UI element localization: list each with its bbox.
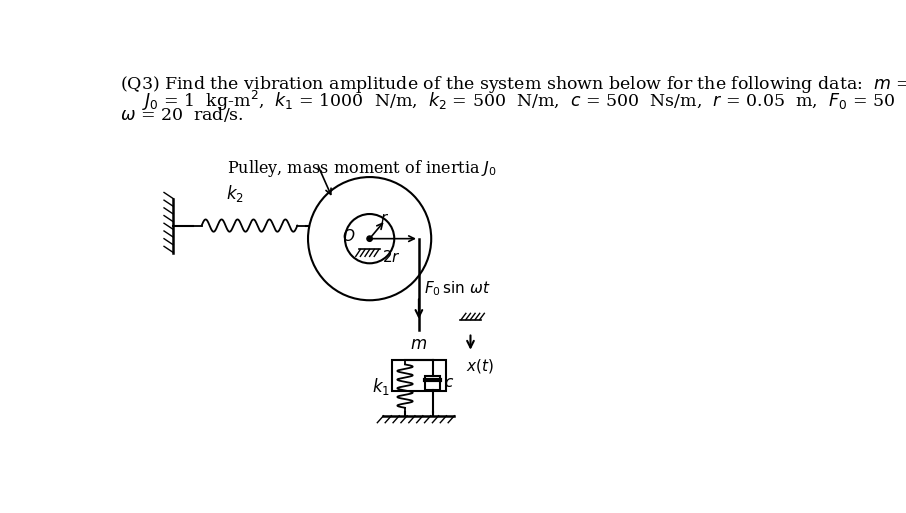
Text: $O$: $O$ xyxy=(342,228,356,244)
Bar xyxy=(425,377,440,390)
Text: $r$: $r$ xyxy=(381,212,390,226)
Bar xyxy=(392,360,446,391)
Text: $F_0\,\sin\,\omega t$: $F_0\,\sin\,\omega t$ xyxy=(423,280,490,298)
Text: $2r$: $2r$ xyxy=(382,249,401,265)
Text: $m$: $m$ xyxy=(410,337,428,353)
Text: $x(t)$: $x(t)$ xyxy=(466,357,494,375)
Text: $J_0$ = 1  kg-m$^2$,  $k_1$ = 1000  N/m,  $k_2$ = 500  N/m,  $c$ = 500  Ns/m,  $: $J_0$ = 1 kg-m$^2$, $k_1$ = 1000 N/m, $k… xyxy=(142,89,906,113)
Text: $k_2$: $k_2$ xyxy=(226,183,244,204)
Text: $\omega$ = 20  rad/s.: $\omega$ = 20 rad/s. xyxy=(120,105,244,124)
Circle shape xyxy=(367,236,372,241)
Text: $k_1$: $k_1$ xyxy=(371,376,390,397)
Text: $c$: $c$ xyxy=(444,377,454,390)
Text: Pulley, mass moment of inertia $J_0$: Pulley, mass moment of inertia $J_0$ xyxy=(227,158,497,179)
Text: (Q3) Find the vibration amplitude of the system shown below for the following da: (Q3) Find the vibration amplitude of the… xyxy=(120,74,906,95)
